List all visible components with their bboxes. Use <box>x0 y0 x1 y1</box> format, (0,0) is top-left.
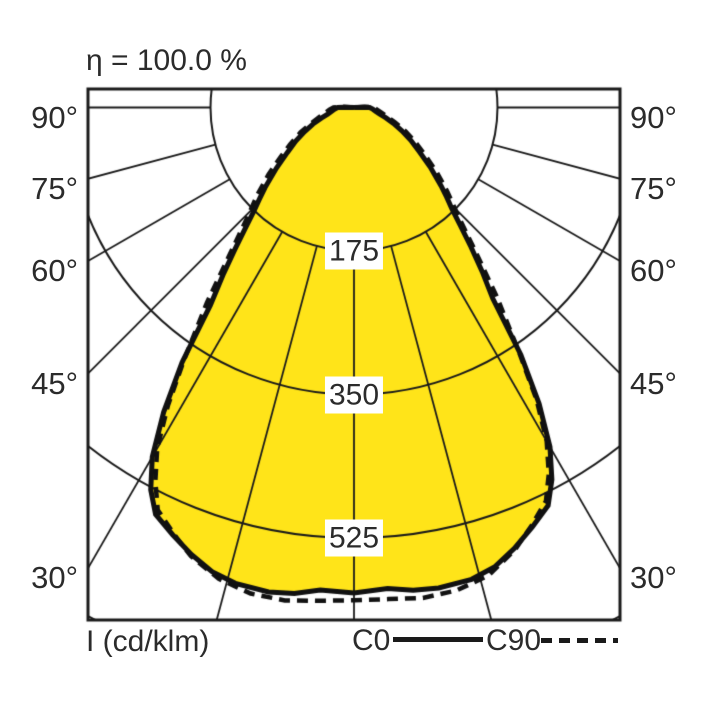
gamma-axis-label-left-60: 60° <box>31 253 78 289</box>
r-axis-label-525: 525 <box>324 519 384 557</box>
gamma-axis-label-right-60: 60° <box>630 253 677 289</box>
radial-axis-unit-label: I (cd/klm) <box>86 625 210 658</box>
gamma-axis-label-left-75: 75° <box>31 170 78 206</box>
r-axis-label-175: 175 <box>324 232 384 270</box>
legend-label-c0: C0 <box>352 624 391 657</box>
legend-label-c90: C90 <box>486 624 542 657</box>
gamma-axis-label-left-45: 45° <box>31 365 78 401</box>
gamma-axis-label-right-90: 90° <box>630 99 677 135</box>
gamma-axis-label-left-30: 30° <box>31 560 78 596</box>
legend-dashed-line-sample <box>541 638 618 643</box>
gamma-axis-label-left-90: 90° <box>31 99 78 135</box>
gamma-axis-label-right-75: 75° <box>630 170 677 206</box>
efficiency-title: η = 100.0 % <box>86 44 247 77</box>
gamma-axis-label-right-30: 30° <box>630 560 677 596</box>
gamma-axis-label-right-45: 45° <box>630 365 677 401</box>
legend-solid-line-sample <box>393 637 483 642</box>
r-axis-label-350: 350 <box>324 376 384 413</box>
